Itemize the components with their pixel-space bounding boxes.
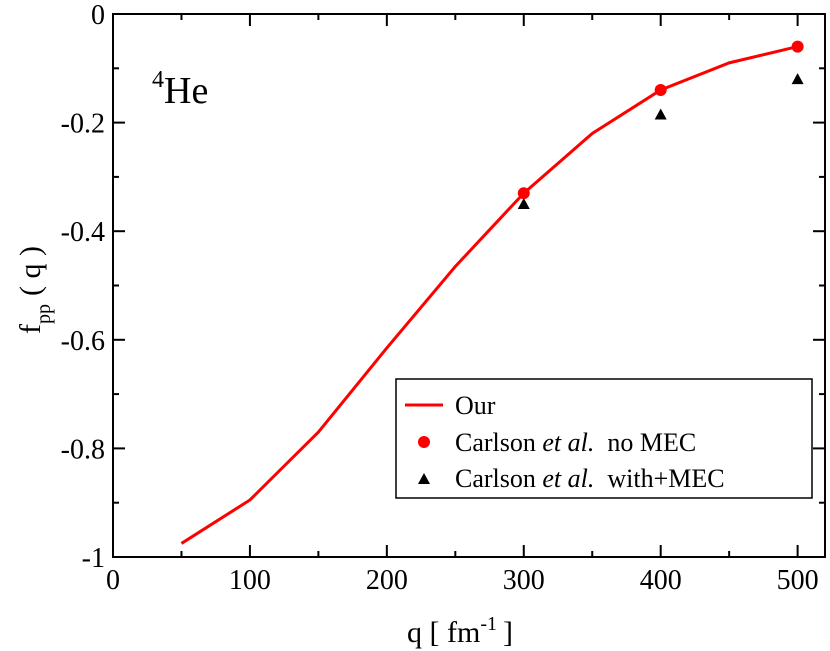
he4-annotation-text: He — [164, 70, 208, 112]
y-tick-label: -0.8 — [61, 434, 105, 465]
x-axis-title: q [ fm-1] — [407, 613, 513, 649]
series-layer — [180, 40, 804, 545]
he4-annotation-sup: 4 — [152, 67, 164, 93]
x-tick-label: 0 — [106, 565, 120, 596]
point-no-mec — [654, 84, 667, 97]
legend-no-mec-name: Carlson — [455, 428, 536, 457]
y-axis-title-tail: ( q ) — [14, 246, 47, 296]
point-with-mec — [654, 108, 667, 120]
x-tick-label: 200 — [366, 565, 408, 596]
y-tick-label: 0 — [91, 0, 105, 31]
tick-labels: 0 100 200 300 400 500 0 -0.2 -0.4 -0.6 -0.8 -1 — [61, 0, 819, 596]
x-tick-label: 500 — [777, 565, 819, 596]
ticks — [112, 13, 825, 558]
point-no-mec — [517, 187, 530, 200]
legend-label-our: Our — [455, 391, 496, 420]
he4-annotation: 4He — [152, 67, 208, 112]
y-tick-label: -0.6 — [61, 326, 105, 357]
y-tick-label: -1 — [82, 543, 105, 574]
x-axis-title-tail: ] — [503, 616, 513, 649]
legend-marker-no-mec — [418, 436, 430, 448]
y-axis-title: fpp ( q ) — [14, 246, 55, 334]
legend-label-no-mec: Carlson et al. no MEC — [455, 428, 696, 457]
legend-with-mec-italic: et al. — [542, 464, 594, 493]
x-axis-title-sup: -1 — [480, 613, 497, 635]
legend-label-with-mec: Carlson et al. with+MEC — [455, 464, 725, 493]
point-with-mec — [517, 198, 530, 210]
x-axis-title-main: q [ fm — [407, 616, 480, 649]
x-tick-label: 300 — [503, 565, 545, 596]
y-axis-title-main: f — [14, 324, 47, 334]
legend: Our Carlson et al. no MEC Carlson et al.… — [395, 378, 813, 499]
legend-marker-with-mec — [418, 473, 430, 484]
y-tick-label: -0.2 — [61, 109, 105, 140]
y-axis-title-sub: pp — [33, 304, 55, 324]
y-tick-label: -0.4 — [61, 217, 105, 248]
point-with-mec — [791, 73, 804, 85]
legend-no-mec-italic: et al. — [542, 428, 594, 457]
x-tick-label: 100 — [229, 565, 271, 596]
point-no-mec — [791, 40, 804, 53]
legend-with-mec-name: Carlson — [455, 464, 536, 493]
x-tick-label: 400 — [640, 565, 682, 596]
legend-frame — [395, 378, 813, 499]
legend-with-mec-suffix: with+MEC — [607, 464, 724, 493]
legend-no-mec-suffix: no MEC — [607, 428, 696, 457]
series-line-our — [180, 45, 798, 545]
